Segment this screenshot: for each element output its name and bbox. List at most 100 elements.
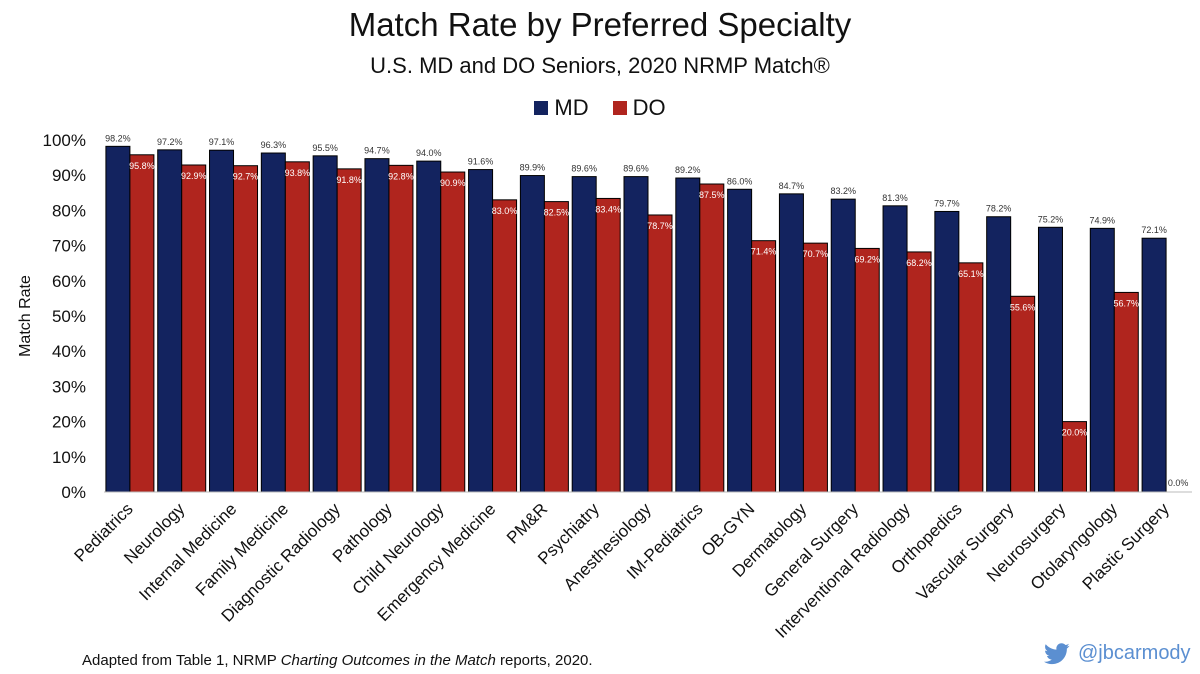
do-data-label: 90.9% — [440, 178, 466, 188]
md-data-label: 75.2% — [1038, 214, 1064, 224]
source-note-prefix: Adapted from Table 1, NRMP — [82, 652, 281, 669]
do-bar — [284, 161, 310, 493]
do-bar — [129, 154, 155, 493]
do-bar — [595, 197, 621, 493]
do-bar — [647, 214, 673, 493]
x-tick-label: Internal Medicine — [135, 499, 240, 604]
md-data-label: 89.2% — [675, 165, 701, 175]
x-tick-label: General Surgery — [760, 499, 862, 601]
md-bar — [882, 205, 908, 493]
do-bar — [1010, 295, 1036, 493]
md-bar — [209, 149, 235, 493]
do-bar — [492, 199, 518, 493]
md-bar — [778, 193, 804, 493]
md-bar — [519, 175, 545, 493]
do-bar — [440, 171, 466, 493]
do-data-label: 0.0% — [1168, 478, 1189, 488]
twitter-bird-icon — [1044, 642, 1070, 664]
do-bar — [543, 201, 569, 493]
source-note-italic: Charting Outcomes in the Match — [280, 652, 496, 669]
y-tick-label: 60% — [52, 272, 86, 291]
md-data-label: 95.5% — [312, 143, 338, 153]
md-bar — [312, 155, 338, 493]
do-bar — [854, 247, 880, 493]
do-data-label: 69.2% — [854, 254, 880, 264]
y-tick-label: 30% — [52, 377, 86, 396]
md-bar — [1141, 237, 1167, 493]
y-tick-label: 70% — [52, 237, 86, 256]
do-data-label: 78.7% — [647, 221, 673, 231]
do-bar — [751, 240, 777, 493]
y-tick-label: 20% — [52, 413, 86, 432]
do-data-label: 83.4% — [595, 204, 621, 214]
y-axis-title: Match Rate — [17, 275, 34, 357]
y-tick-label: 90% — [52, 166, 86, 185]
y-tick-label: 0% — [61, 483, 86, 502]
do-bar — [1113, 291, 1139, 493]
md-data-label: 89.9% — [520, 163, 546, 173]
chart-title: Match Rate by Preferred Specialty — [348, 6, 852, 43]
do-data-label: 55.6% — [1010, 302, 1036, 312]
y-tick-label: 10% — [52, 448, 86, 467]
do-data-label: 56.7% — [1114, 298, 1140, 308]
md-data-label: 74.9% — [1090, 215, 1116, 225]
x-tick-label: Family Medicine — [192, 499, 292, 599]
social-handle-text: @jbcarmody — [1078, 642, 1191, 664]
do-data-label: 83.0% — [492, 206, 518, 216]
md-bar — [571, 176, 597, 493]
do-data-label: 20.0% — [1062, 428, 1088, 438]
md-bar — [416, 160, 442, 493]
legend-swatch-do — [612, 101, 627, 115]
md-bar — [364, 158, 390, 493]
md-bar — [727, 188, 753, 493]
md-data-label: 94.7% — [364, 146, 390, 156]
md-data-label: 98.2% — [105, 133, 131, 143]
x-tick-label: PM&R — [503, 499, 551, 547]
do-bar — [699, 183, 725, 493]
do-bar — [233, 165, 259, 493]
legend-label-md: MD — [554, 95, 589, 120]
do-bar — [388, 164, 414, 493]
do-bar — [1061, 421, 1087, 493]
do-bar — [802, 242, 828, 493]
y-tick-label: 50% — [52, 307, 86, 326]
x-tick-label: Child Neurology — [349, 499, 448, 598]
md-data-label: 84.7% — [779, 181, 805, 191]
md-data-label: 96.3% — [261, 140, 287, 150]
do-data-label: 65.1% — [958, 269, 984, 279]
do-data-label: 68.2% — [906, 258, 932, 268]
y-tick-label: 80% — [52, 201, 86, 220]
x-tick-label: Vascular Surgery — [913, 499, 1018, 604]
y-tick-label: 100% — [43, 131, 86, 150]
legend-label-do: DO — [632, 95, 666, 120]
md-bar — [105, 145, 131, 493]
x-tick-label: Anesthesiology — [560, 499, 655, 594]
legend-item-do: DO — [612, 95, 666, 121]
do-data-label: 92.8% — [388, 171, 414, 181]
do-data-label: 87.5% — [699, 190, 725, 200]
do-data-label: 92.7% — [233, 172, 259, 182]
md-bar — [623, 176, 649, 493]
md-data-label: 89.6% — [623, 164, 649, 174]
social-handle[interactable]: @jbcarmody — [1044, 642, 1191, 665]
do-data-label: 71.4% — [751, 247, 777, 257]
do-bar — [906, 251, 932, 493]
md-data-label: 78.2% — [986, 204, 1012, 214]
md-data-label: 83.2% — [830, 186, 856, 196]
do-data-label: 70.7% — [803, 249, 829, 259]
do-data-label: 82.5% — [544, 208, 570, 218]
md-bar — [1089, 227, 1115, 493]
md-bar — [986, 216, 1012, 493]
md-data-label: 97.1% — [209, 137, 235, 147]
do-data-label: 92.9% — [181, 171, 207, 181]
do-data-label: 93.8% — [285, 168, 311, 178]
md-data-label: 94.0% — [416, 148, 442, 158]
legend-swatch-md — [534, 101, 549, 115]
md-data-label: 86.0% — [727, 176, 753, 186]
md-data-label: 81.3% — [882, 193, 908, 203]
do-bar — [958, 262, 984, 493]
source-note-suffix: reports, 2020. — [495, 652, 593, 669]
y-tick-label: 40% — [52, 342, 86, 361]
do-bar — [336, 168, 362, 493]
md-data-label: 91.6% — [468, 157, 494, 167]
